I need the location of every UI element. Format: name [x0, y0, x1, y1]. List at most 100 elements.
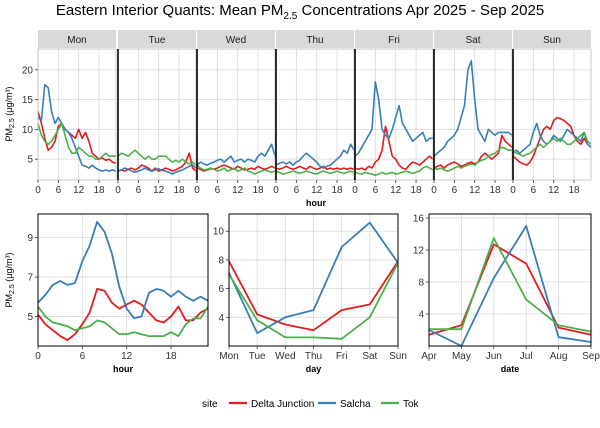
legend: site Delta Junction Salcha Tok [202, 399, 420, 410]
x-axis-title: day [306, 364, 322, 374]
facet-panel [513, 49, 591, 180]
x-tick-label: 18 [165, 351, 177, 362]
x-tick-label: 0 [431, 185, 437, 196]
x-tick-label: 0 [115, 185, 121, 196]
x-tick-label: Jul [520, 351, 533, 362]
facet-border [37, 48, 117, 181]
facet-sat: Sat 0 6 12 18 [431, 30, 513, 196]
facet-strip [513, 30, 591, 48]
x-axis-title: date [501, 364, 520, 374]
facet-mon: Mon 0 6 12 18 [35, 30, 117, 196]
x-tick-label: 18 [173, 185, 185, 196]
series-line-tok [37, 306, 209, 337]
facet-strip [38, 30, 116, 48]
bottom-panels: 5 7 9 0 6 12 18 hour PM2.5 (μg/m³) 4 6 8 10 Mon Tue Wed… [4, 213, 600, 374]
legend-label: Tok [403, 399, 420, 410]
series-line-tok [117, 149, 197, 166]
x-tick-label: 18 [410, 185, 422, 196]
x-tick-label: 6 [373, 185, 379, 196]
y-tick-label: 20 [22, 65, 34, 76]
x-tick-label: May [452, 351, 471, 362]
weekday-hour-panels: Mon 0 6 12 18 Tue 0 6 12 18 Wed 0 6 12 18 Thu 0 6 12 18 Fri 0… [22, 30, 592, 196]
x-tick-label: 12 [548, 185, 560, 196]
x-axis-title: hour [113, 364, 133, 374]
facet-strip-label: Sat [465, 35, 480, 46]
legend-item: Salcha [318, 399, 371, 410]
panel-day: 4 6 8 10 Mon Tue Wed Thu Fri Sat Sun day [213, 213, 407, 374]
series-line-tok [196, 164, 276, 175]
facet-strip-label: Thu [306, 35, 323, 46]
series-line-tok [275, 170, 355, 175]
x-tick-label: Thu [305, 351, 322, 362]
series-line-salcha [433, 60, 513, 157]
x-tick-label: 18 [93, 185, 105, 196]
series-line-delta-junction [37, 111, 117, 165]
panel-border [37, 213, 209, 347]
series-line-tok [433, 146, 512, 172]
facet-strip [197, 30, 275, 48]
series-line-salcha [196, 143, 276, 166]
y-tick-label: 16 [413, 214, 425, 225]
legend-label: Salcha [340, 399, 371, 410]
x-tick-label: 12 [153, 185, 165, 196]
y-tick-label: 12 [413, 246, 425, 257]
legend-item: Tok [381, 399, 420, 410]
x-tick-label: 6 [294, 185, 300, 196]
legend-label: Delta Junction [251, 399, 314, 410]
facet-strip [434, 30, 512, 48]
x-tick-label: 0 [194, 185, 200, 196]
series-line-delta-junction [512, 116, 592, 166]
y-axis-title: PM2.5 (μg/m³) [4, 253, 16, 308]
facet-strip [118, 30, 196, 48]
x-tick-label: Wed [275, 351, 295, 362]
series-line-salcha [275, 143, 355, 169]
y-tick-label: 15 [22, 95, 34, 106]
facet-strip-label: Mon [67, 35, 86, 46]
x-tick-label: 0 [510, 185, 516, 196]
series-line-delta-junction [228, 260, 399, 332]
facet-panel [355, 49, 433, 180]
chart-title: Eastern Interior Quants: Mean PM2.5 Conc… [55, 2, 545, 22]
series-line-delta-junction [37, 288, 209, 341]
y-tick-label: 8 [418, 278, 424, 289]
x-tick-label: 0 [273, 185, 279, 196]
x-tick-label: 18 [489, 185, 501, 196]
facet-strip-label: Sun [543, 35, 561, 46]
facet-panel [434, 49, 512, 180]
x-axis-title: hour [306, 198, 326, 208]
facet-panel [197, 49, 275, 180]
y-tick-label: 7 [27, 273, 33, 284]
series-line-tok [512, 131, 592, 157]
x-tick-label: Fri [336, 351, 348, 362]
x-tick-label: 0 [35, 185, 41, 196]
x-tick-label: 6 [80, 351, 86, 362]
facet-strip-label: Fri [388, 35, 400, 46]
facet-thu: Thu 0 6 12 18 [273, 30, 355, 196]
x-tick-label: 18 [568, 185, 580, 196]
facet-tue: Tue 0 6 12 18 [115, 30, 197, 196]
series-line-tok [429, 237, 592, 333]
x-tick-label: 12 [311, 185, 323, 196]
x-tick-label: 12 [121, 351, 133, 362]
top-y-axis-title: PM2.5 (μg/m³) [4, 87, 16, 142]
x-tick-label: Apr [421, 351, 437, 362]
series-line-tok [228, 262, 399, 340]
y-tick-label: 6 [218, 284, 224, 295]
series-line-tok [37, 122, 116, 160]
x-tick-label: Sun [389, 351, 407, 362]
x-tick-label: Aug [550, 351, 568, 362]
y-tick-label: 5 [27, 155, 33, 166]
panel-background [429, 214, 591, 346]
y-tick-label: 8 [218, 255, 224, 266]
x-tick-label: 12 [73, 185, 85, 196]
facet-panel [276, 49, 354, 180]
panel-hour: 5 7 9 0 6 12 18 hour PM2.5 (μg/m³) [4, 213, 209, 374]
facet-strip [355, 30, 433, 48]
facet-strip [276, 30, 354, 48]
y-tick-label: 9 [27, 233, 33, 244]
x-tick-label: 12 [469, 185, 481, 196]
x-tick-label: 12 [390, 185, 402, 196]
top-x-axis-title: hour [306, 198, 326, 208]
x-tick-label: Tue [249, 351, 266, 362]
